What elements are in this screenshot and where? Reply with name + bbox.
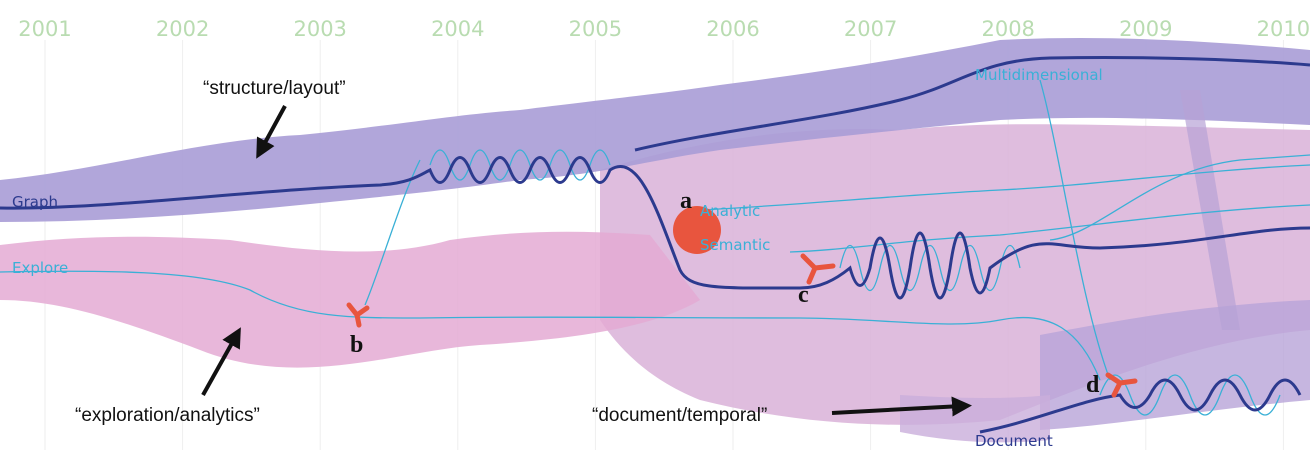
year-label: 2003 <box>293 17 346 41</box>
marker-letter: a <box>680 188 692 214</box>
annotation: “document/temporal” <box>592 405 767 426</box>
marker-letter: c <box>798 282 809 308</box>
marker-a-circle <box>673 206 721 254</box>
band-pink-explore <box>0 231 700 368</box>
topic-label: Document <box>975 432 1053 450</box>
year-label: 2007 <box>844 17 897 41</box>
marker-letter: d <box>1086 372 1100 398</box>
marker-letter: b <box>350 332 363 358</box>
year-label: 2006 <box>706 17 759 41</box>
topic-label: Semantic <box>700 236 770 254</box>
topic-label: Multidimensional <box>975 66 1103 84</box>
topic-label: Explore <box>12 259 68 277</box>
year-label: 2010 <box>1257 17 1310 41</box>
topic-label: Analytic <box>700 202 760 220</box>
year-label: 2001 <box>18 17 71 41</box>
annotation: “structure/layout” <box>203 78 346 99</box>
year-label: 2008 <box>981 17 1034 41</box>
annotation-arrow <box>831 396 972 417</box>
year-label: 2005 <box>569 17 622 41</box>
year-label: 2004 <box>431 17 484 41</box>
topic-label: Graph <box>12 193 58 211</box>
band-purple-structure <box>0 38 1310 222</box>
annotation: “exploration/analytics” <box>75 405 260 426</box>
thick-lines <box>0 55 1310 434</box>
year-label: 2009 <box>1119 17 1172 41</box>
band-connector <box>1180 90 1240 330</box>
annotation-arrow <box>201 327 241 396</box>
thin-lines <box>0 79 1310 416</box>
year-label: 2002 <box>156 17 209 41</box>
split-markers <box>346 253 1138 398</box>
annotation-arrow <box>256 105 287 159</box>
